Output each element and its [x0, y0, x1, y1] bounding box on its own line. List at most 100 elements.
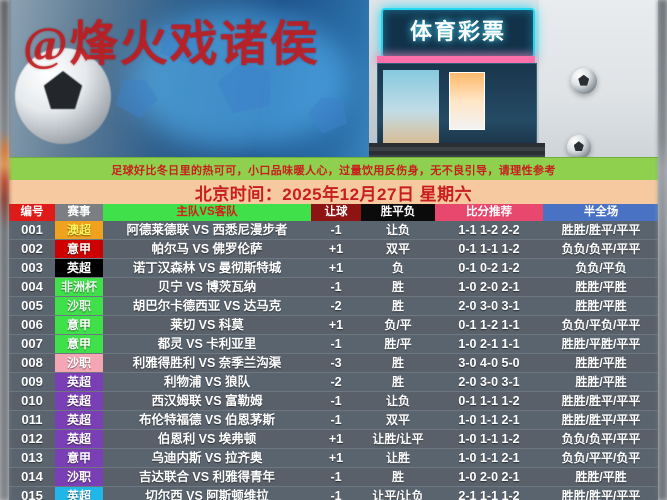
row-number: 015	[9, 486, 55, 500]
store-steps	[369, 143, 545, 157]
row-league-cell: 英超	[55, 391, 103, 411]
league-badge: 沙职	[55, 468, 103, 486]
row-number: 009	[9, 372, 55, 392]
row-wdl: 负/平	[361, 315, 435, 335]
row-number: 006	[9, 315, 55, 335]
table-body: 001 澳超 阿德莱德联 VS 西悉尼漫步者 -1 让负 1-1 1-2 2-2 胜胜/胜平…	[9, 221, 658, 500]
matches-table-container: 编号 赛事 主队VS客队 让球 胜平负 比分推荐 半全场 进球数 001澳超阿德…	[9, 204, 658, 500]
store-sign-label: 体育彩票	[409, 19, 506, 44]
row-halffull: 负负/平负	[543, 258, 658, 278]
row-handicap: +1	[311, 239, 361, 259]
row-handicap: -1	[311, 334, 361, 354]
row-teams: 帕尔马 VS 佛罗伦萨	[103, 239, 311, 259]
row-wdl: 胜	[361, 277, 435, 297]
row-score: 1-0 1-1 1-2	[435, 429, 543, 449]
row-number: 012	[9, 429, 55, 449]
league-badge: 沙职	[55, 354, 103, 372]
row-number: 008	[9, 353, 55, 373]
table-row[interactable]: 012 英超 伯恩利 VS 埃弗顿 +1 让胜/让平 1-0 1-1 1-2 负负/负平/平…	[9, 429, 658, 449]
col-header-league: 赛事	[55, 204, 103, 221]
row-league-cell: 英超	[55, 429, 103, 449]
row-number: 007	[9, 334, 55, 354]
table-head: 编号 赛事 主队VS客队 让球 胜平负 比分推荐 半全场 进球数	[9, 204, 658, 221]
row-number: 011	[9, 410, 55, 430]
league-badge: 英超	[55, 430, 103, 448]
table-row[interactable]: 015 英超 切尔西 VS 阿斯顿维拉 -1 让平/让负 2-1 1-1 1-2 胜胜/胜平…	[9, 486, 658, 500]
row-number: 013	[9, 448, 55, 468]
league-badge: 英超	[55, 411, 103, 429]
row-handicap: +1	[311, 315, 361, 335]
row-handicap: -1	[311, 486, 361, 500]
col-header-teams: 主队VS客队	[103, 204, 311, 221]
league-badge: 意甲	[55, 240, 103, 258]
league-badge: 英超	[55, 259, 103, 277]
row-score: 1-0 2-0 2-1	[435, 467, 543, 487]
row-handicap: +1	[311, 258, 361, 278]
right-edge-blur	[658, 0, 667, 500]
row-league-cell: 意甲	[55, 315, 103, 335]
row-handicap: -1	[311, 221, 361, 240]
row-number: 004	[9, 277, 55, 297]
league-badge: 英超	[55, 373, 103, 391]
row-league-cell: 非洲杯	[55, 277, 103, 297]
row-score: 1-1 1-2 2-2	[435, 221, 543, 240]
row-halffull: 胜胜/平胜/平平	[543, 334, 658, 354]
row-number: 002	[9, 239, 55, 259]
row-handicap: -3	[311, 353, 361, 373]
row-teams: 吉达联合 VS 利雅得青年	[103, 467, 311, 487]
row-handicap: -1	[311, 410, 361, 430]
soccer-ball-large	[15, 48, 111, 144]
row-league-cell: 英超	[55, 372, 103, 392]
table-row[interactable]: 001 澳超 阿德莱德联 VS 西悉尼漫步者 -1 让负 1-1 1-2 2-2 胜胜/胜平…	[9, 221, 658, 240]
matches-table: 编号 赛事 主队VS客队 让球 胜平负 比分推荐 半全场 进球数 001澳超阿德…	[9, 204, 658, 500]
row-number: 014	[9, 467, 55, 487]
row-handicap: -2	[311, 296, 361, 316]
banner-wall	[539, 0, 658, 157]
row-teams: 莱切 VS 科莫	[103, 315, 311, 335]
row-score: 1-0 2-0 2-1	[435, 277, 543, 297]
watermark-text: @烽火戏诸侯	[23, 18, 320, 71]
soccer-ball-small	[571, 68, 597, 94]
row-league-cell: 英超	[55, 258, 103, 278]
row-teams: 利物浦 VS 狼队	[103, 372, 311, 392]
row-halffull: 胜胜/胜平/平平	[543, 410, 658, 430]
table-row[interactable]: 011 英超 布伦特福德 VS 伯恩茅斯 -1 双平 1-0 1-1 2-1 胜胜/胜平/平…	[9, 410, 658, 430]
row-halffull: 胜胜/平胜	[543, 353, 658, 373]
row-halffull: 负负/平负/平平	[543, 315, 658, 335]
row-score: 1-0 2-1 1-1	[435, 334, 543, 354]
row-halffull: 负负/平平/负平	[543, 448, 658, 468]
store-awning	[377, 56, 535, 63]
row-league-cell: 澳超	[55, 221, 103, 240]
league-badge: 非洲杯	[55, 278, 103, 296]
row-wdl: 双平	[361, 410, 435, 430]
row-score: 1-0 1-1 2-1	[435, 410, 543, 430]
row-teams: 利雅得胜利 VS 奈季兰沟渠	[103, 353, 311, 373]
col-header-halffull: 半全场	[543, 204, 658, 221]
row-halffull: 胜胜/平胜	[543, 296, 658, 316]
row-number: 003	[9, 258, 55, 278]
store-sign: 体育彩票	[381, 8, 535, 58]
row-teams: 阿德莱德联 VS 西悉尼漫步者	[103, 221, 311, 240]
row-halffull: 胜胜/胜平/平平	[543, 391, 658, 411]
row-wdl: 胜	[361, 372, 435, 392]
row-league-cell: 意甲	[55, 239, 103, 259]
row-teams: 切尔西 VS 阿斯顿维拉	[103, 486, 311, 500]
row-league-cell: 沙职	[55, 467, 103, 487]
row-league-cell: 意甲	[55, 334, 103, 354]
date-bar: 北京时间：2025年12月27日 星期六	[9, 180, 658, 204]
row-score: 2-0 3-0 3-1	[435, 296, 543, 316]
row-score: 0-1 1-1 1-2	[435, 391, 543, 411]
league-badge: 沙职	[55, 297, 103, 315]
row-number: 001	[9, 221, 55, 240]
